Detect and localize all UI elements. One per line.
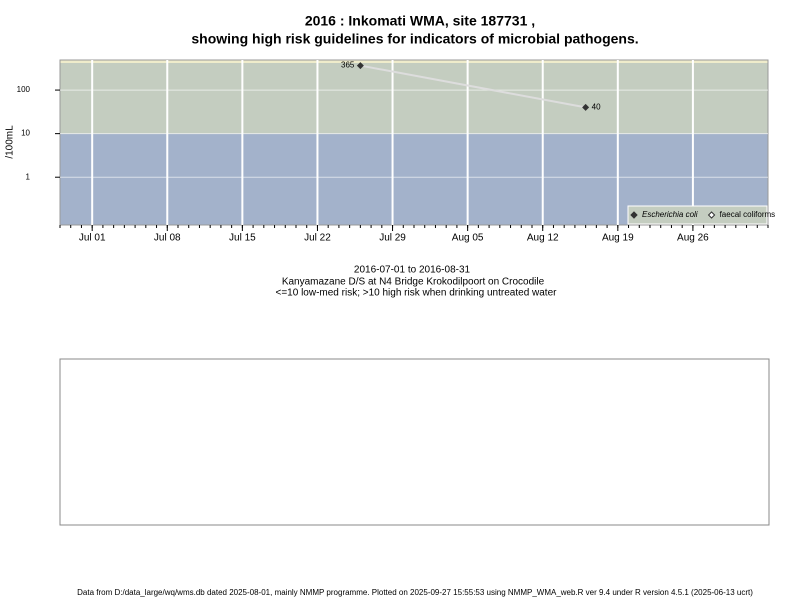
- x-tick-label: Aug 05: [452, 233, 484, 244]
- x-tick-label: Jul 22: [304, 233, 331, 244]
- legend-label: Escherichia coli: [642, 210, 698, 219]
- data-point: [582, 103, 590, 111]
- data-label: 365: [341, 61, 355, 70]
- risk-band-high: [60, 60, 768, 134]
- x-tick-label: Jul 08: [154, 233, 181, 244]
- legend-marker: [707, 211, 716, 219]
- top-strip: [60, 60, 768, 63]
- x-tick-label: Jul 01: [79, 233, 106, 244]
- caption: <=10 low-med risk; >10 high risk when dr…: [276, 288, 558, 299]
- x-tick-label: Aug 26: [677, 233, 709, 244]
- legend-marker: [630, 211, 638, 219]
- data-label: 40: [592, 103, 601, 112]
- x-tick-label: Aug 19: [602, 233, 634, 244]
- chart-subtitle: showing high risk guidelines for indicat…: [191, 31, 638, 47]
- series-line: [360, 64, 586, 109]
- x-tick-label: Aug 12: [527, 233, 559, 244]
- caption: Kanyamazane D/S at N4 Bridge Krokodilpoo…: [282, 277, 545, 288]
- y-tick-label: 10: [21, 129, 30, 138]
- x-tick-label: Jul 29: [379, 233, 406, 244]
- y-tick-label: 1: [26, 172, 31, 181]
- footer: Data from D:/data_large/wq/wms.db dated …: [77, 588, 753, 597]
- x-axis-label: 2016-07-01 to 2016-08-31: [354, 265, 471, 276]
- y-tick-label: 100: [17, 85, 31, 94]
- x-tick-label: Jul 15: [229, 233, 256, 244]
- chart-title: 2016 : Inkomati WMA, site 187731 ,: [305, 13, 535, 29]
- legend-label: faecal coliforms: [720, 210, 776, 219]
- data-point: [356, 62, 364, 70]
- empty-panel: [59, 358, 770, 526]
- y-axis-label: /100mL: [5, 125, 16, 159]
- legend-box: [627, 205, 768, 225]
